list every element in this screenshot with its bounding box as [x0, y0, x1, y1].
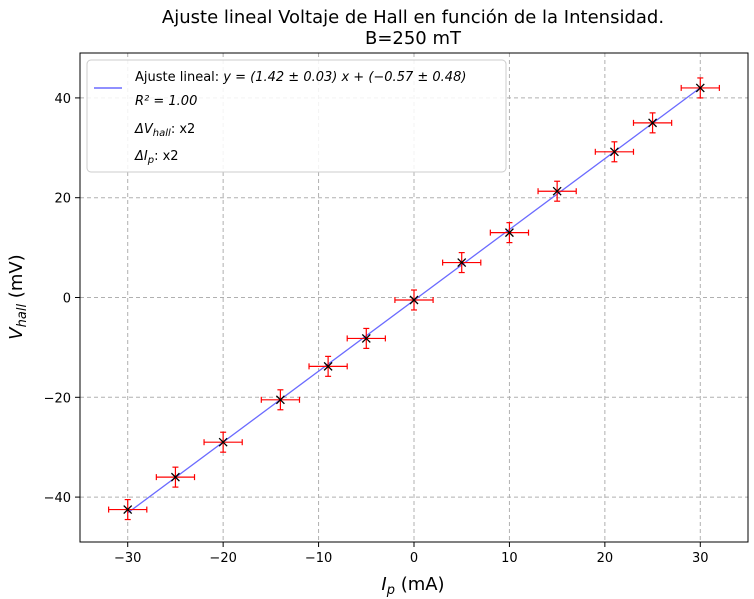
x-axis-label: Ip (mA) — [381, 574, 444, 598]
chart-title-line2: B=250 mT — [365, 28, 462, 49]
x-tick-label: 0 — [410, 551, 418, 566]
x-tick-label: −30 — [114, 551, 141, 566]
chart-title-line1: Ajuste lineal Voltaje de Hall en función… — [162, 7, 664, 28]
data-point — [442, 251, 482, 274]
legend-r2-label: R² = 1.00 — [135, 94, 197, 109]
legend-fit-label: Ajuste lineal: y = (1.42 ± 0.03) x + (−0… — [135, 70, 466, 85]
y-axis-label: Vhall (mV) — [6, 254, 30, 339]
point-marker — [504, 228, 514, 238]
point-marker — [323, 361, 333, 371]
data-point — [308, 355, 348, 377]
x-axis-label-unit: (mA) — [395, 574, 445, 595]
point-marker — [170, 472, 180, 482]
x-tick-label: −10 — [305, 551, 332, 566]
legend-di-sub: p — [147, 155, 154, 166]
legend-dv-sub: hall — [153, 128, 171, 139]
data-point — [394, 289, 434, 311]
point-marker — [695, 83, 705, 93]
x-axis-label-main: I — [381, 574, 386, 595]
x-ticks: −30 −20 −10 0 10 20 30 — [114, 542, 709, 566]
y-tick-label: 0 — [63, 292, 71, 307]
legend-di-main: ΔI — [134, 149, 148, 164]
point-marker — [361, 333, 371, 343]
point-marker — [457, 258, 467, 268]
x-axis-label-sub: p — [386, 583, 395, 598]
x-tick-label: 20 — [597, 551, 614, 566]
point-marker — [552, 186, 562, 196]
y-tick-label: 40 — [54, 92, 71, 107]
data-point — [260, 389, 301, 411]
data-point — [108, 498, 148, 521]
plot-frame — [79, 52, 749, 543]
point-marker — [648, 118, 658, 128]
legend-box — [86, 59, 507, 173]
point-marker — [275, 395, 285, 405]
y-axis-label-main: V — [6, 326, 27, 340]
legend-fit-prefix: Ajuste lineal: — [135, 70, 223, 85]
data-point — [489, 222, 530, 244]
y-axis-label-sub: hall — [15, 304, 30, 328]
point-marker — [218, 437, 228, 447]
x-tick-label: 10 — [501, 551, 518, 566]
data-point — [537, 180, 577, 202]
legend-fit-equation: y = (1.42 ± 0.03) x + (−0.57 ± 0.48) — [222, 70, 466, 85]
data-points — [108, 77, 720, 521]
data-point — [346, 327, 386, 349]
data-point — [594, 141, 635, 163]
legend-di-label: ΔIp: x2 — [134, 149, 179, 166]
y-tick-label: 20 — [54, 192, 71, 207]
legend-dv-value: : x2 — [171, 122, 195, 137]
data-point — [155, 466, 196, 488]
data-point — [203, 431, 243, 453]
x-tick-label: −20 — [209, 551, 236, 566]
legend-dv-label: ΔVhall: x2 — [134, 122, 195, 139]
x-tick-label: 30 — [692, 551, 709, 566]
legend-di-value: : x2 — [154, 149, 178, 164]
grid-lines — [80, 53, 748, 542]
y-ticks: −40 −20 0 20 40 — [44, 92, 80, 506]
legend: Ajuste lineal: y = (1.42 ± 0.03) x + (−0… — [86, 59, 507, 173]
legend-dv-main: ΔV — [134, 122, 154, 137]
y-tick-label: −20 — [44, 391, 71, 406]
point-marker — [609, 147, 619, 157]
data-point — [680, 77, 720, 99]
point-marker — [123, 505, 133, 515]
data-point — [632, 112, 673, 134]
y-axis-label-unit: (mV) — [6, 254, 27, 304]
point-marker — [409, 295, 419, 305]
y-tick-label: −40 — [44, 491, 71, 506]
